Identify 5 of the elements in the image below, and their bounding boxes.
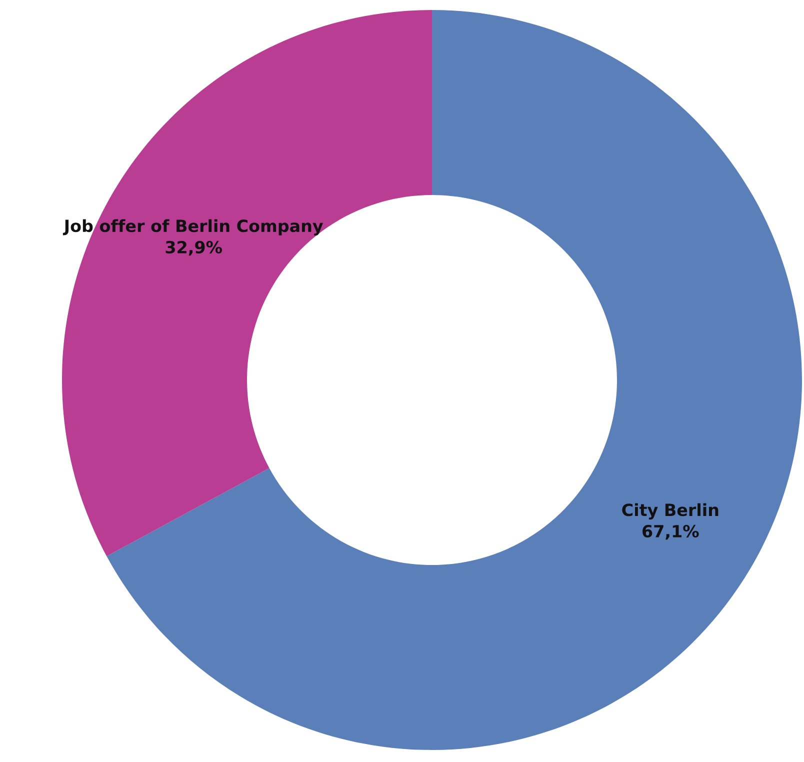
data-label: 32,9%: [166, 240, 222, 256]
slice-label: Job offer of Berlin Company: [62, 219, 324, 236]
donut-slice: [62, 10, 432, 556]
slice-label: City Berlin: [622, 503, 718, 520]
data-label: 67,1%: [642, 524, 699, 540]
